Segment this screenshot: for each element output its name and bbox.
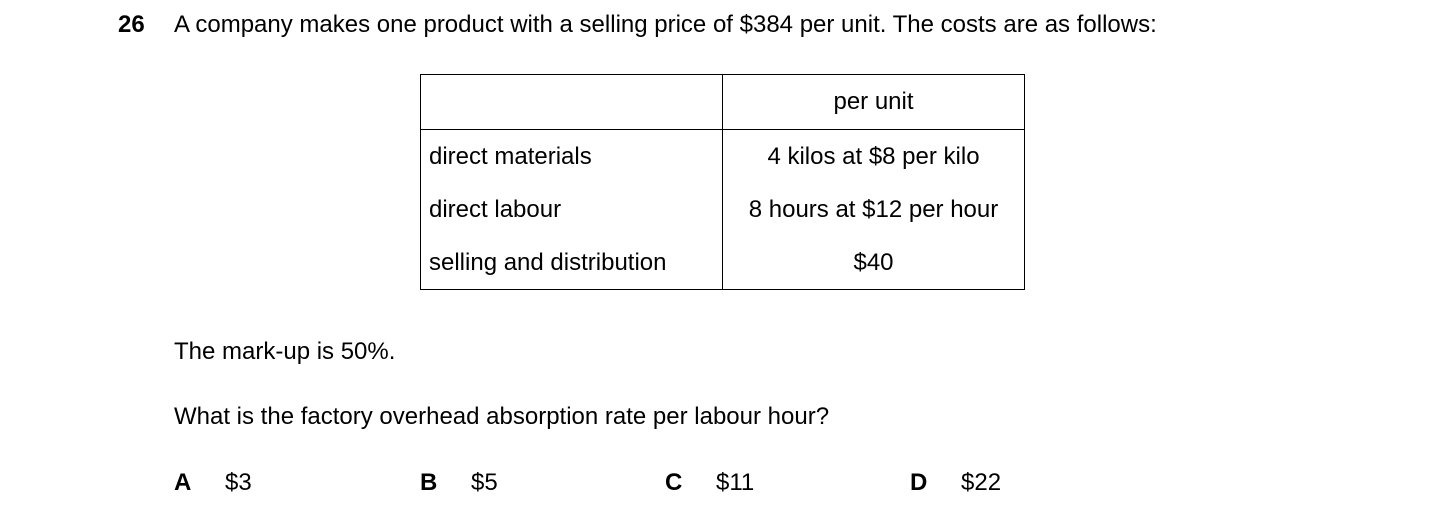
option-c-letter: C — [665, 469, 683, 496]
cost-value: 4 kilos at $8 per kilo — [767, 142, 980, 170]
option-b-letter: B — [420, 469, 438, 496]
table-header-cell: per unit — [722, 74, 1025, 130]
cost-item: direct labour — [420, 183, 723, 236]
option-b-value: $5 — [471, 469, 498, 496]
table-row: selling and distribution $40 — [420, 236, 1025, 290]
cost-value: 8 hours at $12 per hour — [748, 195, 999, 223]
question-prompt: What is the factory overhead absorption … — [174, 403, 830, 430]
question-stem: A company makes one product with a selli… — [174, 11, 1157, 38]
question-number: 26 — [118, 11, 145, 38]
option-d-value: $22 — [961, 469, 1002, 496]
option-a-value: $3 — [225, 469, 252, 496]
option-a-letter: A — [174, 469, 192, 496]
cost-value: $40 — [853, 248, 894, 276]
option-c-value: $11 — [716, 469, 755, 496]
table-row: direct materials 4 kilos at $8 per kilo — [420, 129, 1025, 183]
markup-statement: The mark-up is 50%. — [174, 338, 396, 365]
table-header-row: per unit — [420, 74, 1025, 130]
table-header-cell — [420, 74, 723, 130]
table-row: direct labour 8 hours at $12 per hour — [420, 183, 1025, 236]
cost-item: selling and distribution — [420, 236, 723, 290]
cost-table: per unit direct materials 4 kilos at $8 … — [420, 74, 1025, 290]
cost-item: direct materials — [420, 129, 723, 183]
option-d-letter: D — [910, 469, 928, 496]
